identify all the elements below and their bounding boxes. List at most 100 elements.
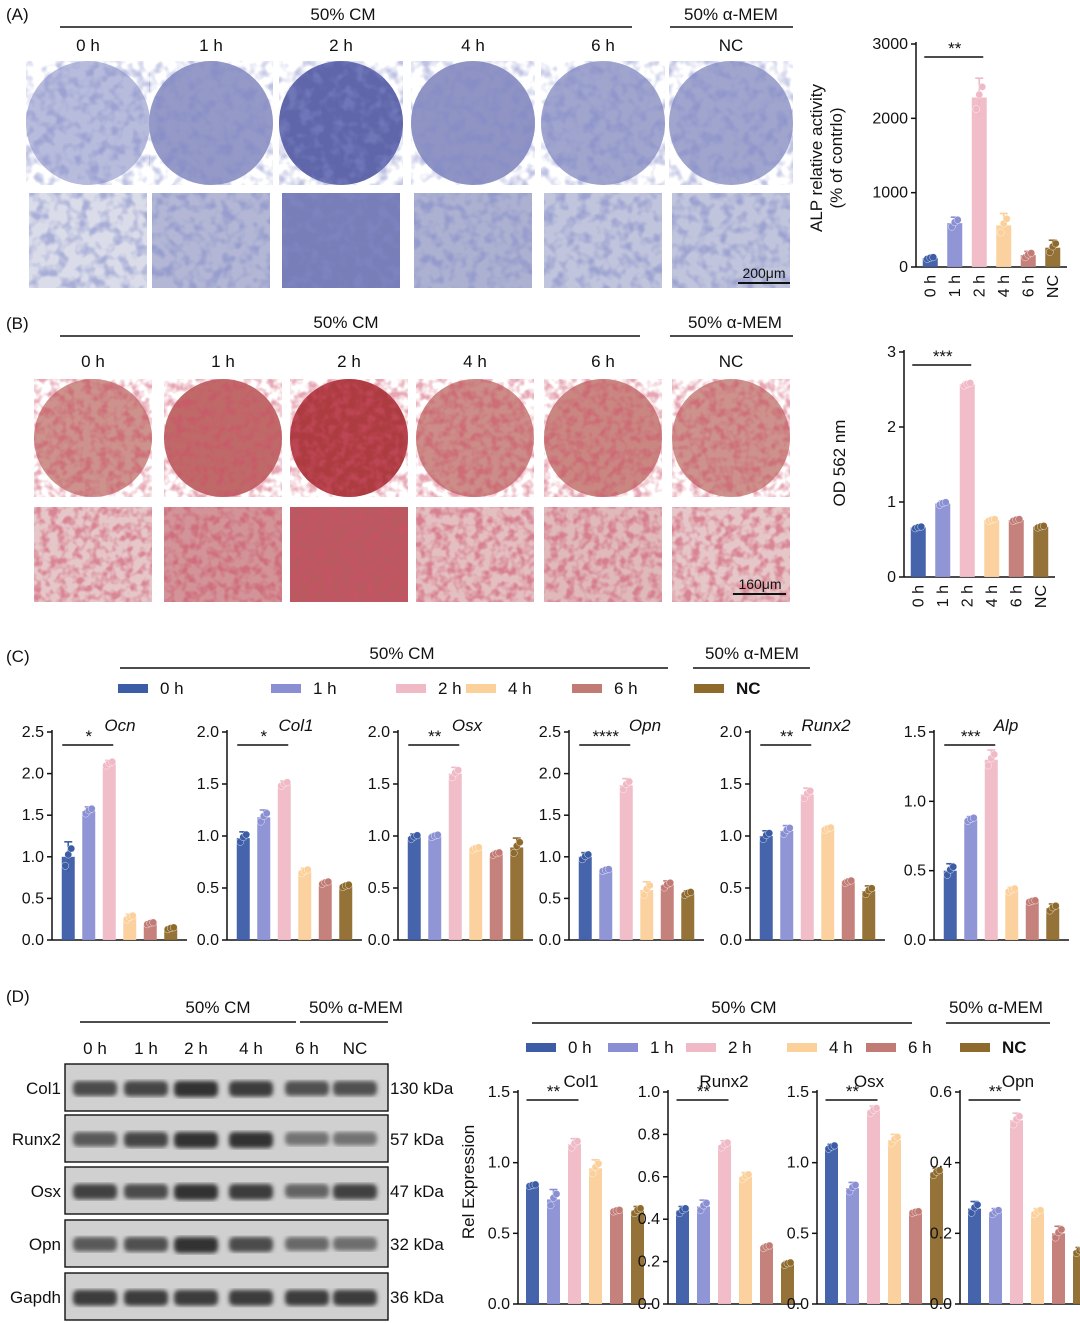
micrograph-texture: [544, 193, 662, 288]
chart-title: Osx: [854, 1072, 885, 1091]
data-point: [917, 522, 926, 531]
blot-band: [333, 1290, 377, 1306]
bar: [739, 1176, 752, 1304]
bar: [697, 1206, 710, 1304]
panel-a-mem-header: 50% α-MEM: [684, 5, 778, 24]
legend-label: 1 h: [650, 1038, 674, 1057]
x-tick-label: 2 h: [959, 585, 976, 607]
data-point: [515, 838, 524, 847]
data-point: [830, 1141, 839, 1150]
bar: [968, 1208, 981, 1304]
bar: [102, 763, 116, 940]
legend-label: NC: [736, 679, 761, 698]
panel-c-cm-header: 50% CM: [369, 644, 434, 663]
x-tick-label: 4 h: [984, 585, 1001, 607]
data-point: [573, 1137, 582, 1145]
column-label: 2 h: [329, 36, 353, 55]
bar: [971, 97, 987, 268]
panel-d-legend: 0 h 1 h 2 h 4 h 6 h NC: [526, 1038, 1027, 1057]
chart-title: Ocn: [104, 716, 135, 735]
y-axis-label: OD 562 nm: [830, 420, 849, 507]
data-point: [966, 379, 975, 387]
chart-col1-mrna: 0.0 0.5 1.0 1.5 2.0 * Col1: [197, 716, 362, 949]
data-point: [681, 1204, 690, 1213]
panel-a-cm-header: 50% CM: [310, 5, 375, 24]
data-point: [242, 830, 251, 839]
bar: [407, 837, 421, 940]
micrograph-texture: [672, 193, 790, 288]
data-point: [867, 884, 876, 893]
panel-a-wells: 0 h 1 h 2 h 4 h 6 h NC: [26, 36, 793, 288]
blot-band: [333, 1237, 377, 1251]
column-label: 1 h: [199, 36, 223, 55]
data-point: [531, 1180, 540, 1189]
y-tick-label: 1.0: [368, 828, 390, 845]
bar: [781, 1263, 794, 1304]
lane-label: 6 h: [295, 1039, 319, 1058]
data-point: [929, 253, 938, 262]
y-tick-label: 0.0: [539, 932, 561, 949]
bar: [164, 928, 178, 940]
blot-band: [124, 1290, 168, 1306]
blot-kda-label: 57 kDa: [390, 1130, 444, 1149]
y-tick-label: 0.0: [904, 932, 926, 949]
data-point: [975, 90, 984, 99]
data-point: [67, 844, 76, 853]
blot-kda-label: 47 kDa: [390, 1182, 444, 1201]
well-texture: [290, 379, 408, 497]
bar: [760, 1246, 773, 1304]
panel-b-cm-header: 50% CM: [313, 313, 378, 332]
y-tick-label: 0.4: [930, 1155, 952, 1172]
significance-label: ***: [961, 727, 981, 746]
data-point: [1015, 515, 1024, 523]
bar: [578, 856, 592, 940]
column-label: 6 h: [591, 36, 615, 55]
blot-band: [285, 1132, 329, 1146]
panel-d-right-cm-header: 50% CM: [711, 998, 776, 1017]
column-label: 4 h: [463, 352, 487, 371]
chart-title: Alp: [993, 716, 1019, 735]
data-point: [1051, 239, 1060, 248]
data-point: [1039, 522, 1048, 530]
legend-swatch: [526, 1043, 556, 1052]
legend-swatch: [572, 684, 602, 693]
x-tick-label: NC: [1033, 585, 1050, 608]
chart-title: Osx: [452, 716, 483, 735]
x-tick-label: 6 h: [1020, 275, 1037, 297]
data-point: [413, 831, 422, 840]
data-point: [1002, 215, 1011, 223]
legend-label: 2 h: [728, 1038, 752, 1057]
blot-kda-label: 130 kDa: [390, 1079, 454, 1098]
data-point: [990, 515, 999, 523]
data-point: [893, 1133, 902, 1141]
panel-c-label: (C): [6, 647, 30, 666]
bar: [236, 838, 250, 940]
data-point: [847, 876, 856, 885]
data-point: [949, 863, 958, 871]
legend-swatch: [466, 684, 496, 693]
data-point: [851, 1181, 860, 1189]
bar: [660, 885, 674, 940]
blot-band: [285, 1290, 329, 1306]
y-tick-label: 0.0: [368, 932, 390, 949]
bar: [640, 890, 654, 940]
legend-label: 4 h: [508, 679, 532, 698]
legend-swatch: [271, 684, 301, 693]
western-blots: 0 h 1 h 2 h 4 h 6 h NC Col1 130 kDa Runx2 57 kDa O…: [10, 1039, 454, 1321]
blot-band: [333, 1132, 377, 1146]
chart-title: Runx2: [699, 1072, 748, 1091]
x-tick-label: 1 h: [947, 275, 964, 297]
data-point: [128, 911, 137, 920]
significance-label: **: [547, 1082, 561, 1101]
y-tick-label: 2: [887, 419, 896, 436]
y-tick-label: 0.8: [638, 1126, 660, 1143]
data-point: [990, 750, 999, 759]
y-tick-label: 1.0: [488, 1155, 510, 1172]
y-tick-label: 0.0: [488, 1296, 510, 1313]
y-tick-label: 0.6: [930, 1084, 952, 1101]
bar: [888, 1140, 901, 1304]
well-texture: [411, 61, 535, 185]
bar: [718, 1145, 731, 1304]
data-point: [984, 761, 993, 770]
y-axis-label: ALP relative activity: [807, 83, 826, 232]
